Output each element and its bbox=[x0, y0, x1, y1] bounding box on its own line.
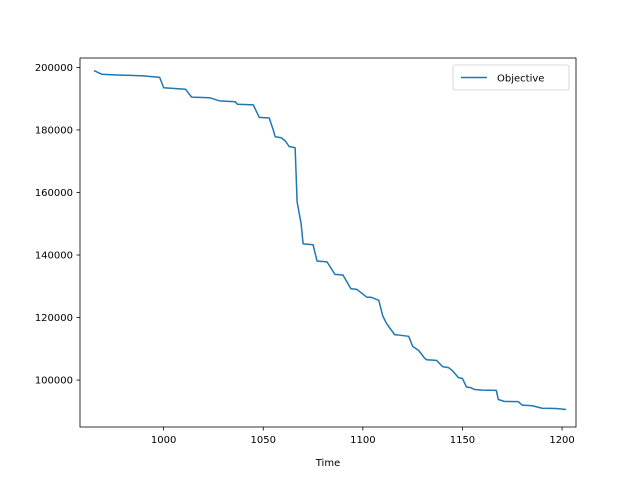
x-tick-label: 1200 bbox=[549, 435, 574, 446]
x-tick-label: 1100 bbox=[350, 435, 375, 446]
x-axis: 1000 1050 1100 1150 1200 bbox=[151, 427, 575, 446]
legend-box bbox=[452, 64, 570, 91]
legend-label-objective: Objective bbox=[497, 74, 544, 85]
y-axis: 100000 120000 140000 160000 180000 200000 bbox=[35, 63, 80, 387]
y-tick-label: 100000 bbox=[35, 376, 73, 387]
plot-area bbox=[93, 69, 567, 411]
series-line-objective bbox=[93, 69, 567, 411]
y-tick-label: 160000 bbox=[35, 188, 73, 199]
x-tick-label: 1050 bbox=[251, 435, 276, 446]
legend: Objective bbox=[452, 64, 570, 91]
x-axis-label: Time bbox=[315, 458, 340, 469]
x-tick-label: 1150 bbox=[450, 435, 475, 446]
y-tick-label: 180000 bbox=[35, 125, 73, 136]
y-tick-label: 200000 bbox=[35, 63, 73, 74]
y-tick-label: 120000 bbox=[35, 313, 73, 324]
y-tick-label: 140000 bbox=[35, 251, 73, 262]
axes-frame bbox=[79, 57, 577, 428]
x-tick-label: 1000 bbox=[151, 435, 176, 446]
